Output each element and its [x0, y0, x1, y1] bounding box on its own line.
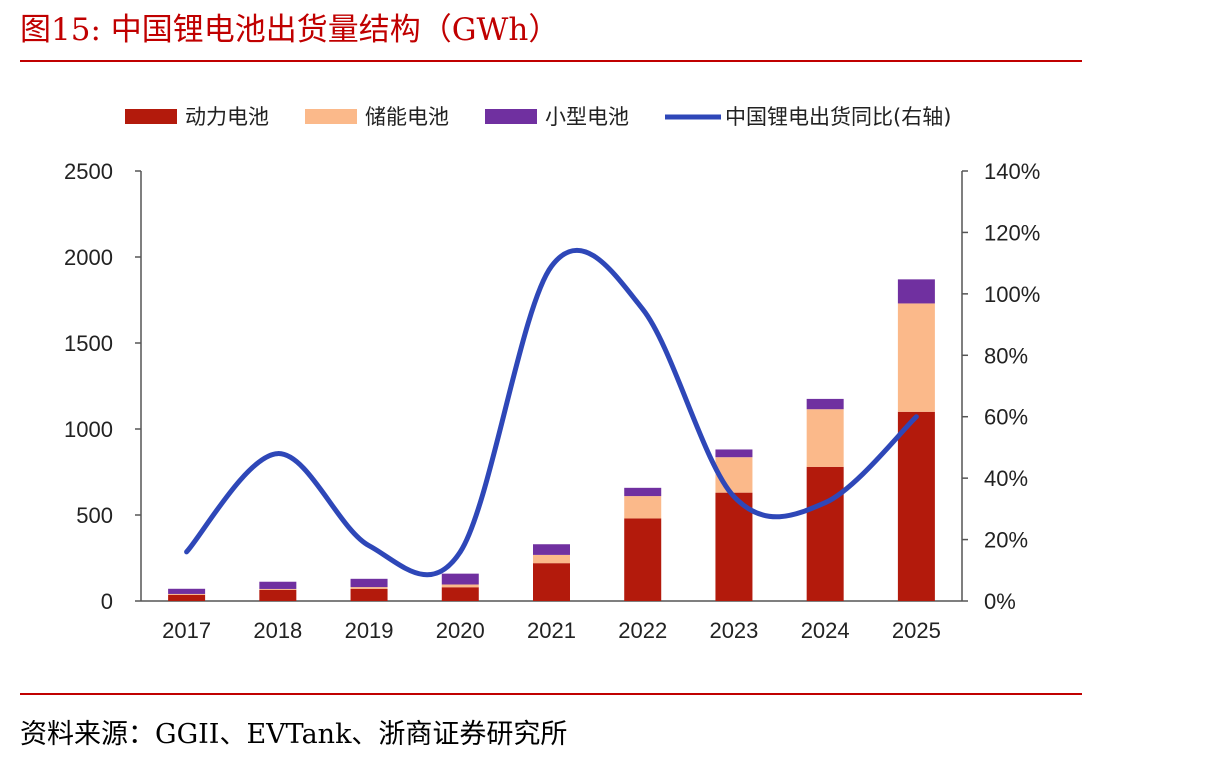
legend-power-swatch — [125, 109, 177, 124]
bar-power — [168, 594, 206, 601]
x-tick-label: 2022 — [618, 618, 667, 643]
bar-power — [441, 587, 479, 601]
bar-storage — [259, 588, 297, 590]
y-right-tick-label: 60% — [984, 405, 1028, 430]
bar-power — [897, 411, 935, 601]
legend-storage-swatch — [305, 109, 357, 124]
bar-small — [441, 573, 479, 585]
y-left-tick-label: 1500 — [64, 331, 113, 356]
y-left-tick-label: 500 — [76, 503, 113, 528]
bar-power — [259, 589, 297, 601]
axes: 0 500 1000 1500 2000 2500 0% 20% 40% 60% 80% 100% 12… — [64, 159, 1040, 643]
y-right-tick-label: 100% — [984, 282, 1040, 307]
legend: 动力电池 储能电池 小型电池 中国锂电出货同比(右轴) — [125, 105, 951, 129]
y-left-tick-label: 1000 — [64, 417, 113, 442]
bars — [168, 279, 935, 601]
y-right-tick-label: 40% — [984, 466, 1028, 491]
bar-small — [806, 398, 844, 410]
bar-storage — [624, 496, 662, 519]
legend-small-swatch — [485, 109, 537, 124]
y-right-tick-label: 20% — [984, 528, 1028, 553]
x-tick-label: 2018 — [253, 618, 302, 643]
lines — [184, 247, 919, 578]
bar-storage — [441, 584, 479, 588]
bar-small — [533, 544, 570, 555]
bar-small — [624, 487, 662, 497]
x-tick-label: 2023 — [709, 618, 758, 643]
bar-small — [897, 279, 935, 304]
bar-power — [624, 518, 662, 601]
legend-yoy-label: 中国锂电出货同比(右轴) — [725, 105, 951, 129]
x-tick-label: 2021 — [527, 618, 576, 643]
bar-storage — [533, 554, 570, 564]
y-right-tick-label: 140% — [984, 159, 1040, 184]
bar-power — [715, 492, 753, 601]
bar-power — [533, 563, 570, 601]
bar-power — [806, 466, 844, 601]
y-right-tick-label: 120% — [984, 220, 1040, 245]
x-tick-label: 2017 — [162, 618, 211, 643]
y-right-tick-label: 80% — [984, 343, 1028, 368]
y-right-tick-label: 0% — [984, 589, 1016, 614]
legend-power-label: 动力电池 — [185, 105, 269, 129]
bar-small — [715, 449, 753, 458]
chart-title: 图15: 中国锂电池出货量结构（GWh） — [20, 12, 560, 48]
x-tick-label: 2025 — [892, 618, 941, 643]
y-left-tick-label: 2000 — [64, 245, 113, 270]
bar-storage — [168, 593, 206, 595]
legend-storage-label: 储能电池 — [365, 105, 449, 129]
source-divider — [20, 693, 1082, 695]
x-tick-label: 2020 — [436, 618, 485, 643]
y-left-tick-label: 0 — [101, 589, 113, 614]
bar-small — [259, 581, 297, 589]
bar-small — [168, 588, 206, 594]
bar-small — [350, 578, 388, 588]
bar-power — [350, 588, 388, 601]
x-tick-label: 2019 — [345, 618, 394, 643]
y-left-tick-label: 2500 — [64, 159, 113, 184]
source-note: 资料来源：GGII、EVTank、浙商证券研究所 — [20, 719, 568, 750]
title-divider — [20, 60, 1082, 62]
legend-small-label: 小型电池 — [545, 105, 629, 129]
bar-storage — [806, 409, 844, 467]
x-tick-label: 2024 — [801, 618, 850, 643]
bar-storage — [897, 303, 935, 412]
series-line-yoy — [184, 247, 919, 578]
bar-storage — [350, 587, 388, 589]
